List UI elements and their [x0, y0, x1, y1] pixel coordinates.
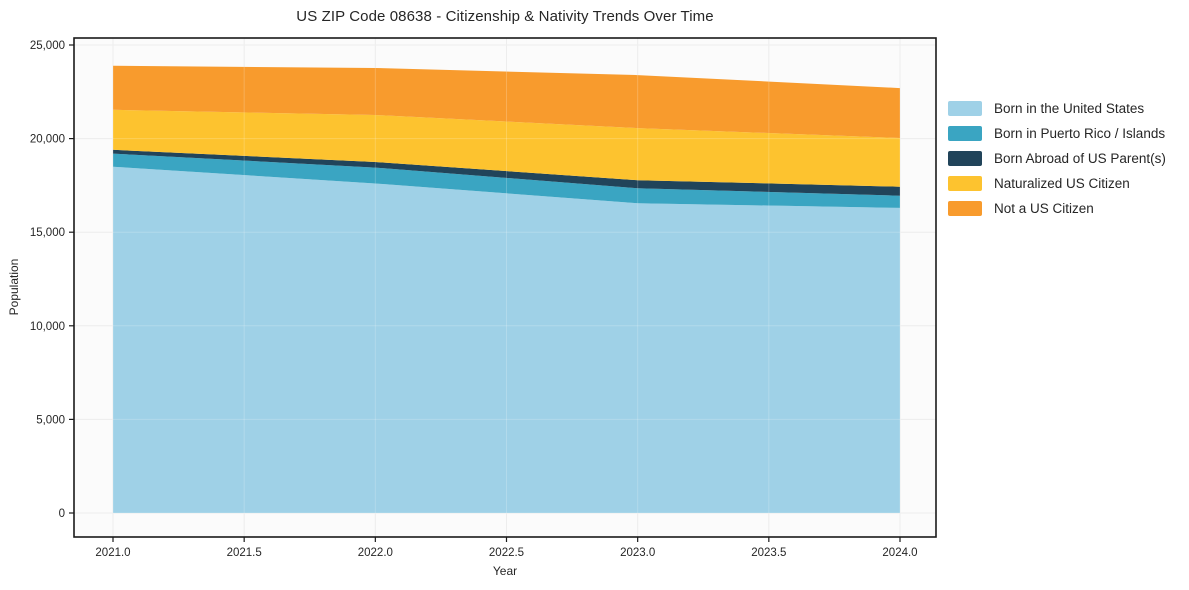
legend-item: Naturalized US Citizen	[948, 176, 1166, 191]
area-series-2	[113, 149, 900, 196]
legend-item: Born in Puerto Rico / Islands	[948, 126, 1166, 141]
area-series-0	[113, 166, 900, 513]
legend-item: Born in the United States	[948, 101, 1166, 116]
x-tick-label: 2021.0	[95, 547, 130, 559]
x-tick-label: 2022.0	[358, 547, 393, 559]
x-axis-label: Year	[492, 564, 518, 578]
legend-swatch-icon	[948, 201, 982, 216]
y-tick-label: 15,000	[30, 227, 65, 239]
legend-item-label: Born in Puerto Rico / Islands	[994, 126, 1166, 141]
legend-item-label: Not a US Citizen	[994, 201, 1094, 216]
x-tick-label: 2023.5	[751, 547, 786, 559]
x-tick-label: 2024.0	[882, 547, 917, 559]
legend-item: Born Abroad of US Parent(s)	[948, 151, 1166, 166]
y-tick-label: 25,000	[30, 40, 65, 52]
legend-item-label: Naturalized US Citizen	[994, 176, 1130, 191]
legend-item-label: Born Abroad of US Parent(s)	[994, 151, 1166, 166]
y-tick-label: 0	[59, 508, 65, 520]
legend-swatch-icon	[948, 151, 982, 166]
x-tick-label: 2022.5	[489, 547, 524, 559]
legend-item-label: Born in the United States	[994, 101, 1145, 116]
chart-legend: Born in the United States Born in Puerto …	[948, 101, 1166, 216]
area-series-4	[113, 65, 900, 138]
legend-swatch-icon	[948, 176, 982, 191]
chart-title: US ZIP Code 08638 - Citizenship & Nativi…	[296, 8, 714, 25]
legend-swatch-icon	[948, 126, 982, 141]
y-tick-label: 20,000	[30, 134, 65, 146]
axes-spine	[73, 37, 937, 538]
y-tick-label: 10,000	[30, 321, 65, 333]
area-series-1	[113, 153, 900, 208]
x-tick-label: 2023.0	[620, 547, 655, 559]
legend-swatch-icon	[948, 101, 982, 116]
area-series-3	[113, 109, 900, 187]
y-tick-label: 5,000	[36, 414, 65, 426]
legend-item: Not a US Citizen	[948, 201, 1166, 216]
x-tick-label: 2021.5	[227, 547, 262, 559]
